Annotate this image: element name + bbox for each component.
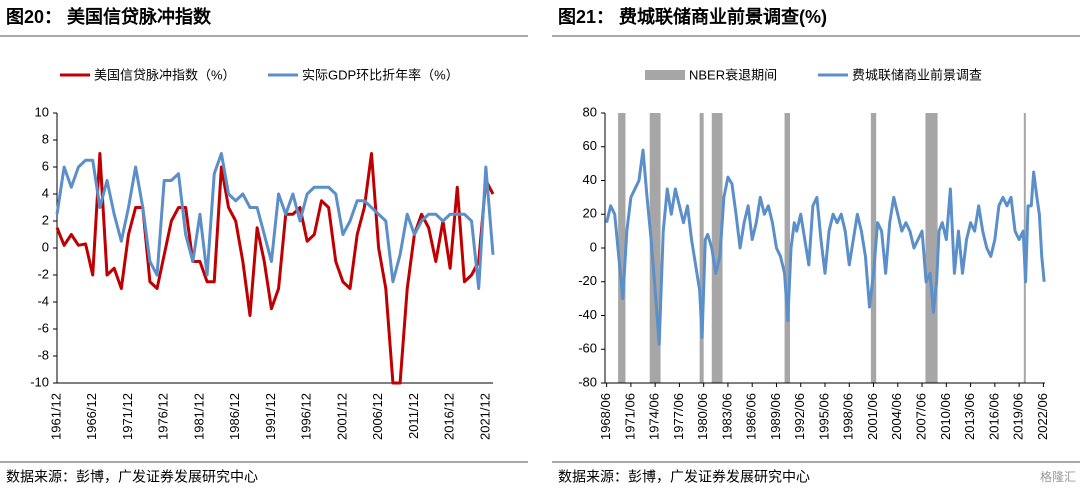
x-tick-label: 2016/12 bbox=[442, 393, 457, 440]
x-tick-label: 2010/06 bbox=[938, 393, 953, 440]
recession-band bbox=[699, 113, 704, 383]
legend-label: 费城联储商业前景调查 bbox=[852, 67, 982, 82]
x-tick-label: 1986/12 bbox=[227, 393, 242, 440]
x-tick-label: 1991/12 bbox=[263, 393, 278, 440]
x-tick-label: 1977/06 bbox=[671, 393, 686, 440]
y-tick-label: 20 bbox=[583, 206, 597, 221]
recession-band bbox=[649, 113, 661, 383]
y-tick-label: -6 bbox=[37, 320, 49, 335]
y-tick-label: -10 bbox=[30, 374, 49, 389]
x-tick-label: 1968/06 bbox=[598, 393, 613, 440]
series-line bbox=[605, 148, 1046, 346]
series-line bbox=[55, 152, 495, 290]
x-tick-label: 1971/06 bbox=[622, 393, 637, 440]
y-tick-label: 4 bbox=[42, 185, 49, 200]
y-tick-label: 80 bbox=[583, 104, 597, 119]
y-tick-label: -2 bbox=[37, 266, 49, 281]
legend-label: 美国信贷脉冲指数（%） bbox=[94, 67, 236, 82]
x-tick-label: 2001/06 bbox=[865, 393, 880, 440]
y-tick-label: -40 bbox=[578, 307, 597, 322]
chart-title: 图20： 美国信贷脉冲指数 bbox=[6, 6, 212, 27]
legend-label: 实际GDP环比折年率（%） bbox=[302, 67, 459, 82]
x-tick-label: 1992/06 bbox=[792, 393, 807, 440]
y-tick-label: -80 bbox=[578, 374, 597, 389]
y-tick-label: 0 bbox=[42, 239, 49, 254]
x-tick-label: 2019/06 bbox=[1011, 393, 1026, 440]
x-tick-label: 1980/06 bbox=[695, 393, 710, 440]
y-tick-label: -20 bbox=[578, 273, 597, 288]
x-tick-label: 2007/06 bbox=[913, 393, 928, 440]
x-tick-label: 1995/06 bbox=[816, 393, 831, 440]
series-line bbox=[55, 152, 495, 385]
x-tick-label: 1966/12 bbox=[84, 393, 99, 440]
x-tick-label: 1983/06 bbox=[719, 393, 734, 440]
y-tick-label: 8 bbox=[42, 131, 49, 146]
x-tick-label: 2016/06 bbox=[986, 393, 1001, 440]
y-tick-label: 0 bbox=[590, 239, 597, 254]
source: 数据来源：彭博，广发证券发展研究中心 bbox=[6, 469, 258, 485]
recession-band bbox=[925, 113, 938, 383]
x-tick-label: 2011/12 bbox=[406, 393, 421, 439]
y-tick-label: -60 bbox=[578, 341, 597, 356]
watermark: 格隆汇 bbox=[1040, 469, 1076, 484]
x-tick-label: 1989/06 bbox=[768, 393, 783, 440]
recession-band bbox=[618, 113, 626, 383]
x-tick-label: 2006/12 bbox=[370, 393, 385, 440]
y-tick-label: 2 bbox=[42, 212, 49, 227]
x-tick-label: 1971/12 bbox=[120, 393, 135, 440]
y-tick-label: 40 bbox=[583, 172, 597, 187]
recession-band bbox=[784, 113, 790, 383]
y-tick-label: -8 bbox=[37, 347, 49, 362]
chart-title: 图21： 费城联储商业前景调查(%) bbox=[558, 6, 827, 27]
x-tick-label: 2021/12 bbox=[477, 393, 492, 440]
x-tick-label: 1981/12 bbox=[191, 393, 206, 440]
y-tick-label: 6 bbox=[42, 158, 49, 173]
x-tick-label: 1998/06 bbox=[841, 393, 856, 440]
x-tick-label: 1976/12 bbox=[156, 393, 171, 440]
legend-label: NBER衰退期间 bbox=[689, 67, 777, 82]
legend-swatch bbox=[645, 70, 685, 80]
x-tick-label: 1961/12 bbox=[48, 393, 63, 440]
y-tick-label: -4 bbox=[37, 293, 49, 308]
x-tick-label: 2001/12 bbox=[334, 393, 349, 440]
x-tick-label: 1996/12 bbox=[299, 393, 314, 440]
recession-band bbox=[870, 113, 877, 383]
recession-band bbox=[711, 113, 723, 383]
x-tick-label: 2013/06 bbox=[962, 393, 977, 440]
source: 数据来源：彭博，广发证券发展研究中心 bbox=[558, 469, 810, 485]
y-tick-label: 60 bbox=[583, 138, 597, 153]
y-tick-label: 10 bbox=[35, 104, 49, 119]
x-tick-label: 1986/06 bbox=[744, 393, 759, 440]
x-tick-label: 2022/06 bbox=[1035, 393, 1050, 440]
x-tick-label: 2004/06 bbox=[889, 393, 904, 440]
x-tick-label: 1974/06 bbox=[647, 393, 662, 440]
